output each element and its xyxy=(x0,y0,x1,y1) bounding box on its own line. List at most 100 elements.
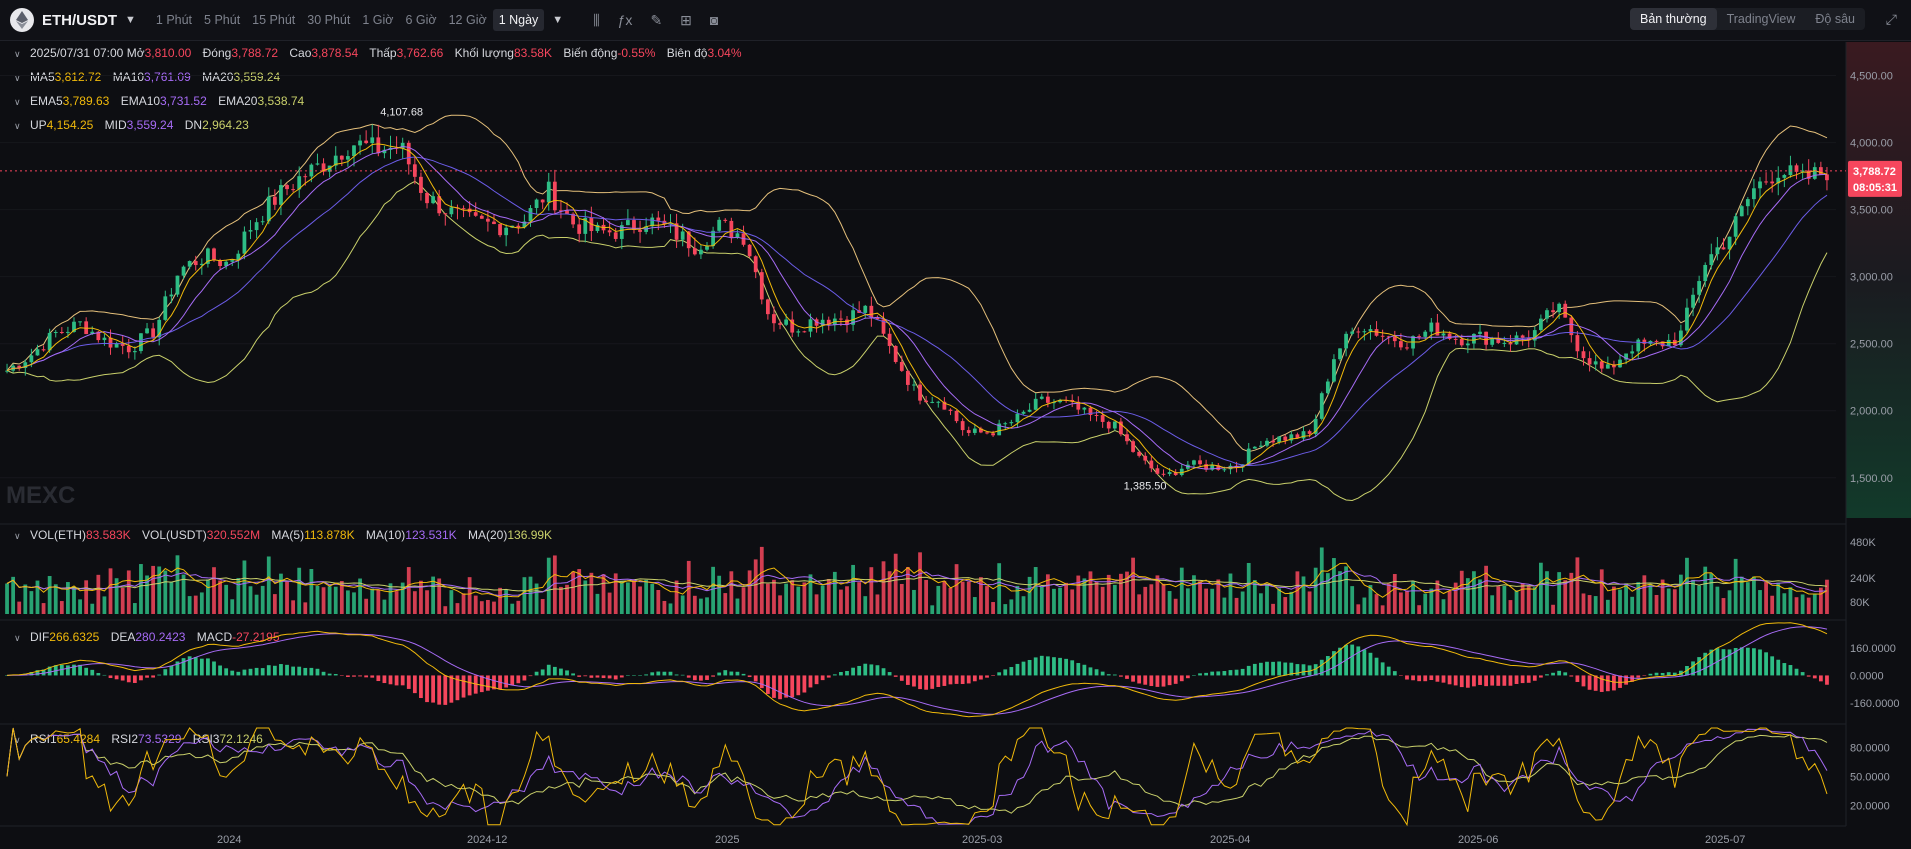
candle-body xyxy=(1551,310,1555,313)
volume-bar xyxy=(863,596,868,614)
candle-body xyxy=(1745,199,1750,207)
timeframe-0[interactable]: 1 Phút xyxy=(155,13,193,27)
volume-bar xyxy=(772,579,776,614)
candle-body xyxy=(753,256,758,273)
view-mode-0[interactable]: Bản thường xyxy=(1629,8,1717,30)
volume-bar xyxy=(187,596,192,614)
volume-bar xyxy=(297,567,302,614)
price-tick-label: 1,500.00 xyxy=(1850,473,1893,485)
price-tick-label: 2,000.00 xyxy=(1850,406,1893,418)
volume-bar xyxy=(735,598,740,614)
view-mode-2[interactable]: Độ sâu xyxy=(1815,12,1855,26)
candle-body xyxy=(1709,254,1714,265)
volume-bar xyxy=(1295,571,1300,614)
macd-hist-bar xyxy=(1399,675,1403,676)
macd-hist-bar xyxy=(1411,675,1415,681)
rsi-tick-label: 50.0000 xyxy=(1850,771,1890,783)
volume-bar xyxy=(126,570,131,614)
candle-body xyxy=(102,337,107,341)
macd-hist-bar xyxy=(1179,675,1184,682)
candle-body xyxy=(802,331,807,333)
vol-tick-label: 480K xyxy=(1850,537,1876,549)
macd-hist-bar xyxy=(1691,661,1695,676)
symbol-name[interactable]: ETH/USDT xyxy=(42,11,117,29)
candle-body xyxy=(199,263,204,266)
volume-bar xyxy=(753,559,758,614)
candle-body xyxy=(772,314,776,324)
volume-bar xyxy=(1575,557,1580,614)
macd-hist-bar xyxy=(47,666,52,676)
timeframe-5[interactable]: 6 Giờ xyxy=(405,13,437,27)
volume-bar xyxy=(820,585,825,614)
indicator-icon[interactable]: ƒx xyxy=(617,11,633,28)
volume-bar xyxy=(224,584,229,614)
candle-body xyxy=(1727,236,1732,250)
macd-hist-bar xyxy=(248,668,253,676)
last-price-badge xyxy=(1848,160,1902,197)
symbol-dropdown-icon[interactable]: ▼ xyxy=(125,14,136,26)
macd-hist-bar xyxy=(1356,646,1361,676)
view-mode-1[interactable]: TradingView xyxy=(1726,12,1796,26)
macd-hist-bar xyxy=(321,671,326,676)
macd-hist-bar xyxy=(145,675,149,678)
candle-body xyxy=(17,365,22,369)
timeframe-1[interactable]: 5 Phút xyxy=(204,13,241,27)
timeframe-4[interactable]: 1 Giờ xyxy=(362,13,394,27)
volume-bar xyxy=(1033,567,1038,614)
collapse-chevron-icon[interactable]: ∨ xyxy=(14,49,21,59)
volume-bar xyxy=(936,585,941,614)
macd-hist-bar xyxy=(1678,670,1683,676)
macd-hist-bar xyxy=(108,675,113,679)
macd-hist-bar xyxy=(72,664,76,676)
fullscreen-icon[interactable]: ⤢ xyxy=(1885,11,1897,27)
volume-bar xyxy=(918,552,922,614)
volume-bar xyxy=(272,594,277,614)
volume-bar xyxy=(522,577,527,614)
timeframe-2[interactable]: 15 Phút xyxy=(252,13,296,27)
candle-body xyxy=(1441,333,1446,336)
candle-body xyxy=(1332,359,1336,382)
volume-bar xyxy=(1703,566,1708,614)
collapse-chevron-icon[interactable]: ∨ xyxy=(14,735,21,745)
timeframe-dropdown-icon[interactable]: ▼ xyxy=(552,14,564,26)
candle-type-icon[interactable]: ⫼ xyxy=(593,11,600,28)
candle-body xyxy=(1703,264,1708,282)
candle-body xyxy=(352,145,356,157)
macd-hist-bar xyxy=(455,675,460,701)
candle-body xyxy=(1076,401,1081,410)
collapse-chevron-icon[interactable]: ∨ xyxy=(14,73,21,83)
candle-body xyxy=(78,321,82,323)
candle-body xyxy=(1033,398,1038,410)
macd-hist-bar xyxy=(1508,675,1513,686)
candle-body xyxy=(272,196,277,205)
candle-body xyxy=(528,208,533,222)
collapse-chevron-icon[interactable]: ∨ xyxy=(14,531,21,541)
change-label: Biến động xyxy=(563,46,618,60)
volume-bar xyxy=(266,556,271,614)
volume-bar xyxy=(1216,579,1221,614)
volume-bar xyxy=(1386,583,1391,614)
volume-bar xyxy=(1112,584,1117,614)
macd-hist-bar xyxy=(1569,675,1574,677)
volume-bar xyxy=(1149,584,1154,614)
volume-bar xyxy=(437,578,442,614)
timeframe-7[interactable]: 1 Ngày xyxy=(492,9,545,31)
layout-grid-icon[interactable]: ⊞ xyxy=(680,11,692,28)
candle-body xyxy=(1825,174,1829,181)
candle-body xyxy=(425,192,429,204)
candle-body xyxy=(1538,318,1543,331)
collapse-chevron-icon[interactable]: ∨ xyxy=(14,633,21,643)
candle-body xyxy=(1812,167,1817,179)
macd-hist-bar xyxy=(1538,675,1543,678)
candle-body xyxy=(498,224,502,236)
candle-body xyxy=(1307,431,1312,434)
camera-icon[interactable]: ◙ xyxy=(709,11,719,28)
collapse-chevron-icon[interactable]: ∨ xyxy=(14,97,21,107)
timeframe-6[interactable]: 12 Giờ xyxy=(448,13,487,27)
draw-pencil-icon[interactable]: ✎ xyxy=(650,11,663,28)
macd-hist-bar xyxy=(59,664,64,676)
price-tick-label: 4,500.00 xyxy=(1850,71,1893,83)
collapse-chevron-icon[interactable]: ∨ xyxy=(14,121,21,131)
timeframe-3[interactable]: 30 Phút xyxy=(307,13,351,27)
